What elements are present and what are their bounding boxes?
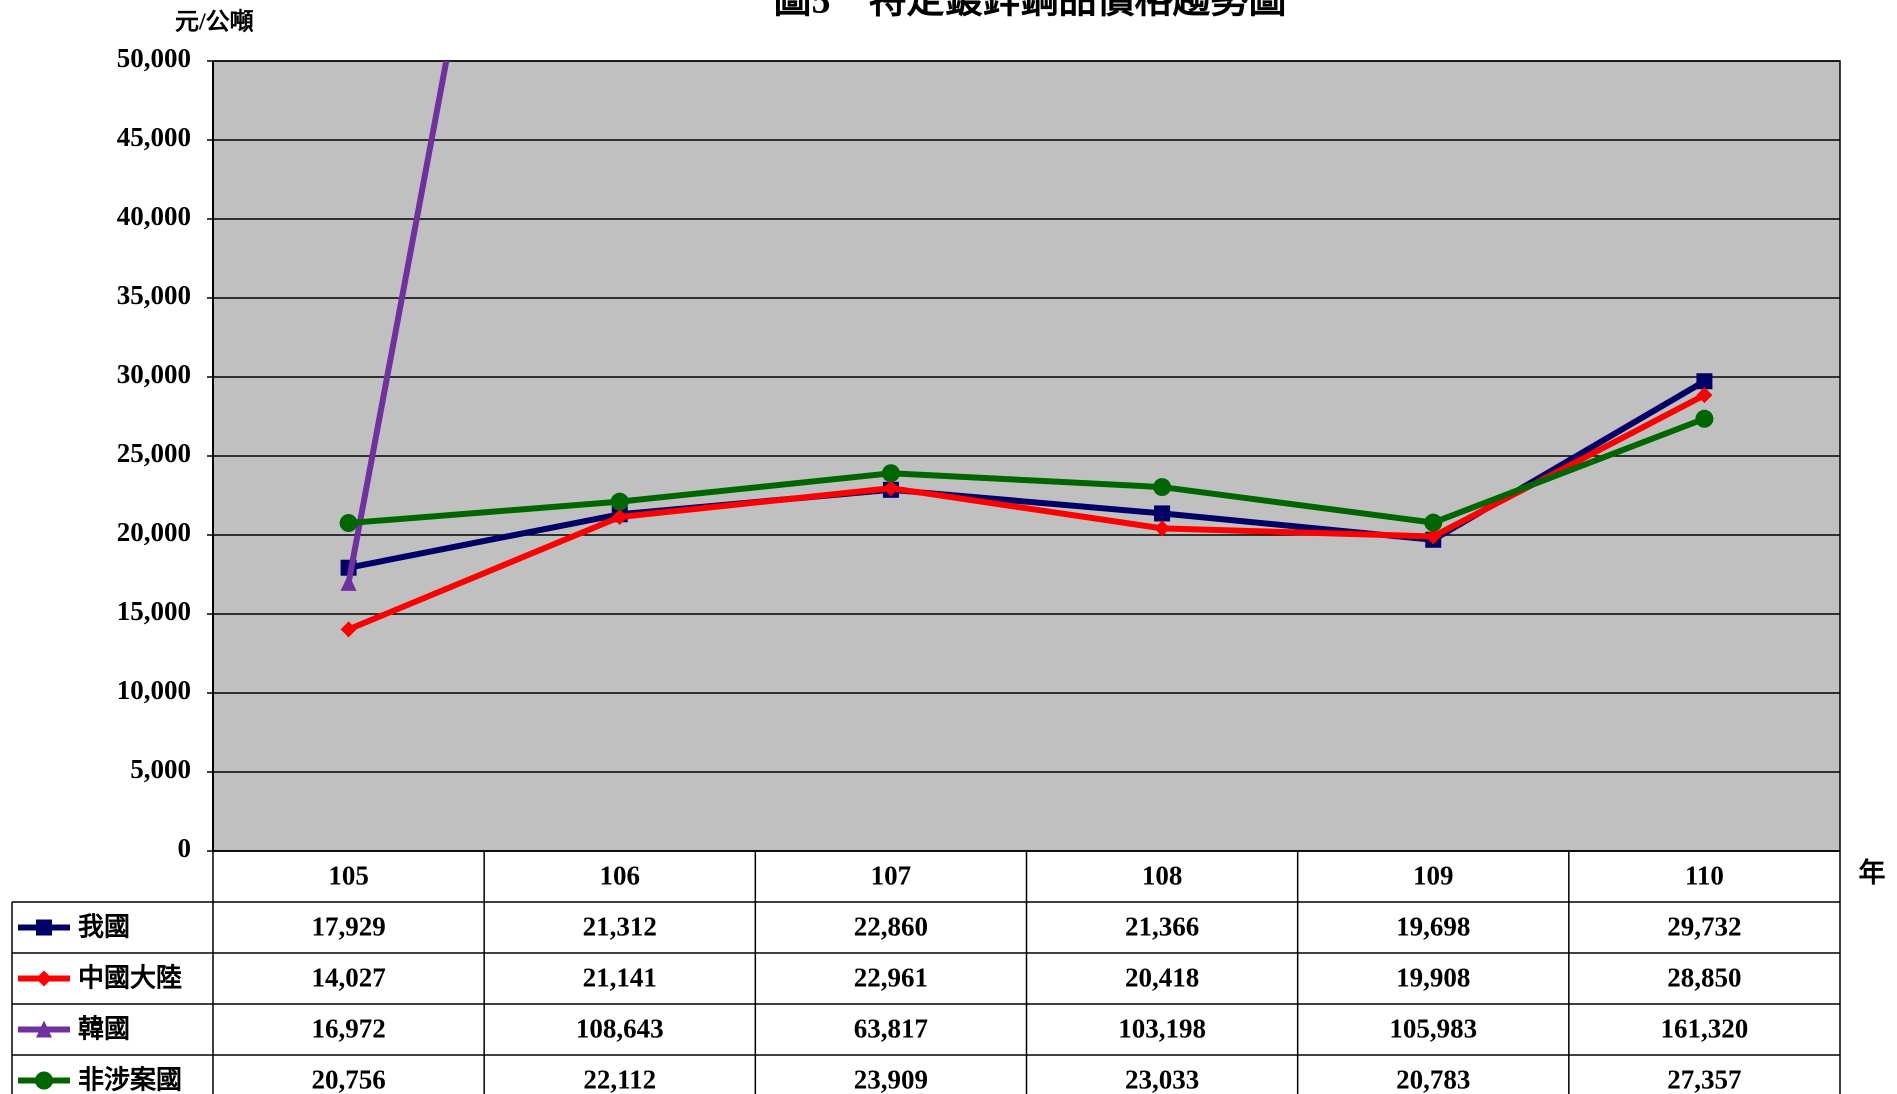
marker	[340, 573, 357, 591]
y-axis-label: 元/公噸	[175, 9, 254, 36]
marker	[1153, 478, 1172, 497]
table-value: 16,972	[311, 1014, 385, 1044]
x-tick-label: 110	[1685, 861, 1724, 891]
series-group	[339, 61, 1714, 638]
marker	[36, 919, 52, 936]
table-value: 29,732	[1667, 912, 1741, 942]
marker	[1154, 505, 1171, 522]
marker	[1425, 528, 1442, 545]
table-value: 28,850	[1667, 963, 1741, 993]
table-value: 17,929	[311, 912, 385, 942]
table-value: 21,141	[583, 963, 657, 993]
table-value: 22,112	[583, 1065, 656, 1094]
y-tick-label: 5,000	[130, 754, 191, 784]
y-tick-label: 50,000	[117, 43, 191, 73]
y-tick-label: 40,000	[117, 201, 191, 231]
y-tick-label: 0	[178, 833, 192, 863]
table-value: 23,909	[854, 1065, 928, 1094]
chart-title: 圖5 特定鍍鋅鋼品價格趨勢圖	[773, 0, 1286, 22]
y-tick-label: 25,000	[117, 438, 191, 468]
series-line	[347, 392, 1706, 633]
series-line	[348, 415, 1706, 527]
marker	[610, 492, 629, 511]
marker	[340, 621, 357, 638]
x-tick-label: 106	[600, 861, 641, 891]
legend-label: 非涉案國	[78, 1064, 182, 1094]
marker	[882, 480, 899, 497]
table-value: 161,320	[1661, 1014, 1749, 1044]
marker	[881, 464, 900, 483]
table-value: 27,357	[1667, 1065, 1741, 1094]
table-value: 21,312	[583, 912, 657, 942]
table-value: 103,198	[1118, 1014, 1206, 1044]
table-value: 22,961	[854, 963, 928, 993]
legend-label: 我國	[78, 912, 130, 941]
marker	[1154, 520, 1171, 537]
y-tick-label: 10,000	[117, 675, 191, 705]
marker	[1696, 373, 1713, 390]
table-value: 20,783	[1396, 1065, 1470, 1094]
y-tick-label: 45,000	[117, 122, 191, 152]
table-value: 19,698	[1396, 912, 1470, 942]
table-value: 63,817	[854, 1014, 928, 1044]
x-axis-label: 年	[1859, 857, 1886, 888]
marker	[1695, 409, 1714, 428]
table-value: 21,366	[1125, 912, 1199, 942]
x-tick-label: 107	[871, 861, 912, 891]
x-tick-label: 109	[1413, 861, 1454, 891]
legend-label: 中國大陸	[78, 963, 182, 992]
marker	[36, 1020, 52, 1038]
table-value: 20,756	[311, 1065, 385, 1094]
table-value: 22,860	[854, 912, 928, 942]
table-value: 14,027	[311, 963, 385, 993]
marker	[1696, 387, 1713, 404]
marker	[36, 970, 52, 987]
table-value: 108,643	[576, 1014, 664, 1044]
table-value: 19,908	[1396, 963, 1470, 993]
x-tick-label: 105	[328, 861, 369, 891]
y-tick-label: 15,000	[117, 596, 191, 626]
marker	[339, 514, 358, 533]
x-tick-label: 108	[1142, 861, 1183, 891]
y-tick-label: 30,000	[117, 359, 191, 389]
marker	[611, 508, 628, 525]
marker	[1424, 513, 1443, 532]
y-tick-label: 35,000	[117, 280, 191, 310]
legend-label: 韓國	[78, 1014, 130, 1043]
table-value: 105,983	[1389, 1014, 1477, 1044]
table-value: 23,033	[1125, 1065, 1199, 1094]
table-value: 20,418	[1125, 963, 1199, 993]
y-tick-label: 20,000	[117, 517, 191, 547]
marker	[35, 1071, 53, 1090]
